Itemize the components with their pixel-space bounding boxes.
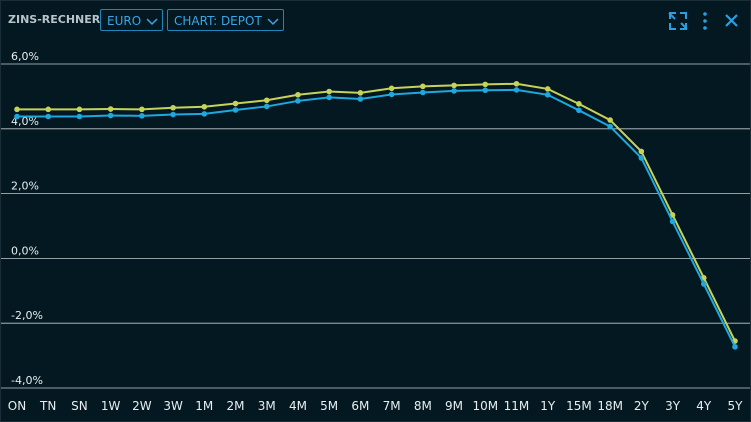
dropdown-label: EURO	[107, 14, 142, 28]
data-point	[482, 81, 489, 88]
chevron	[267, 18, 279, 26]
data-point	[482, 87, 489, 94]
data-point	[139, 106, 145, 113]
toolbar-icons	[668, 12, 738, 30]
x-tick-label: 6M	[351, 399, 369, 413]
series-line	[17, 82, 736, 342]
x-tick-label: 3Y	[665, 399, 681, 413]
x-tick-label: 4Y	[696, 399, 712, 413]
x-tick-label: 2W	[132, 399, 152, 413]
data-point	[544, 91, 551, 98]
data-point	[232, 100, 239, 107]
data-point	[388, 91, 395, 98]
chevron	[146, 18, 158, 26]
data-point	[700, 281, 707, 287]
data-point	[326, 94, 332, 101]
data-point	[14, 106, 20, 113]
data-point	[357, 90, 364, 96]
data-point	[45, 113, 52, 120]
x-tick-label: 10M	[472, 399, 498, 413]
widget-title: ZINS-RECHNER	[8, 13, 101, 26]
x-tick-label: 8M	[414, 399, 432, 413]
x-tick-label: 1Y	[540, 399, 556, 413]
y-tick-label: 0,0%	[11, 244, 39, 257]
x-tick-label: ON	[8, 399, 26, 413]
data-point	[420, 83, 426, 90]
data-point	[544, 86, 551, 92]
x-tick-label: 15M	[566, 399, 592, 413]
data-point	[732, 344, 738, 350]
x-tick-label: 1W	[101, 399, 121, 413]
x-tick-label: 4M	[289, 399, 307, 413]
x-tick-label: 1M	[195, 399, 213, 413]
data-point	[576, 107, 582, 114]
y-tick-label: 6,0%	[11, 50, 39, 63]
data-point	[263, 103, 270, 110]
data-point	[638, 155, 645, 161]
x-tick-label: 5M	[320, 399, 338, 413]
x-tick-label: 7M	[383, 399, 401, 413]
data-point	[76, 106, 83, 113]
data-point	[232, 107, 239, 113]
x-tick-label: 5Y	[728, 399, 744, 413]
x-tick-label: 3M	[258, 399, 276, 413]
close-icon[interactable]	[725, 14, 738, 27]
data-point	[388, 85, 395, 92]
data-point	[326, 88, 332, 95]
data-point	[170, 111, 176, 118]
data-point	[45, 106, 52, 113]
data-point	[513, 87, 520, 93]
header: ZINS-RECHNER EURO CHART: DEPOT	[1, 1, 750, 41]
expand-icon[interactable]	[668, 12, 688, 30]
data-point	[107, 106, 114, 112]
data-point	[607, 123, 613, 130]
y-tick-label: -4,0%	[11, 374, 43, 387]
x-tick-label: 9M	[445, 399, 463, 413]
series-line	[17, 88, 736, 348]
data-point	[263, 97, 270, 104]
x-tick-label: 2M	[227, 399, 245, 413]
data-point	[513, 80, 520, 87]
data-point	[576, 101, 582, 107]
dropdown-label: CHART: DEPOT	[174, 14, 262, 28]
data-point	[420, 89, 426, 96]
data-point	[607, 117, 613, 123]
data-point	[201, 111, 208, 117]
x-tick-label: 11M	[504, 399, 530, 413]
menu-icon[interactable]	[703, 12, 707, 30]
x-tick-label: 18M	[597, 399, 623, 413]
x-tick-label: SN	[71, 399, 88, 413]
data-point	[669, 218, 676, 225]
x-tick-label: 2Y	[634, 399, 650, 413]
data-point	[201, 103, 208, 110]
data-point	[107, 112, 114, 119]
currency-dropdown[interactable]: EURO	[100, 9, 163, 31]
data-point	[638, 148, 645, 155]
data-point	[295, 91, 301, 98]
y-tick-label: -2,0%	[11, 309, 43, 322]
data-point	[451, 88, 457, 94]
data-point	[170, 104, 176, 111]
data-point	[139, 113, 145, 119]
view-dropdown[interactable]: CHART: DEPOT	[167, 9, 284, 31]
data-point	[76, 113, 83, 120]
x-tick-label: TN	[39, 399, 56, 413]
data-point	[451, 82, 457, 89]
data-point	[14, 113, 20, 120]
y-tick-label: 2,0%	[11, 180, 39, 193]
x-tick-label: 3W	[163, 399, 183, 413]
data-point	[357, 96, 364, 102]
data-point	[295, 98, 301, 104]
